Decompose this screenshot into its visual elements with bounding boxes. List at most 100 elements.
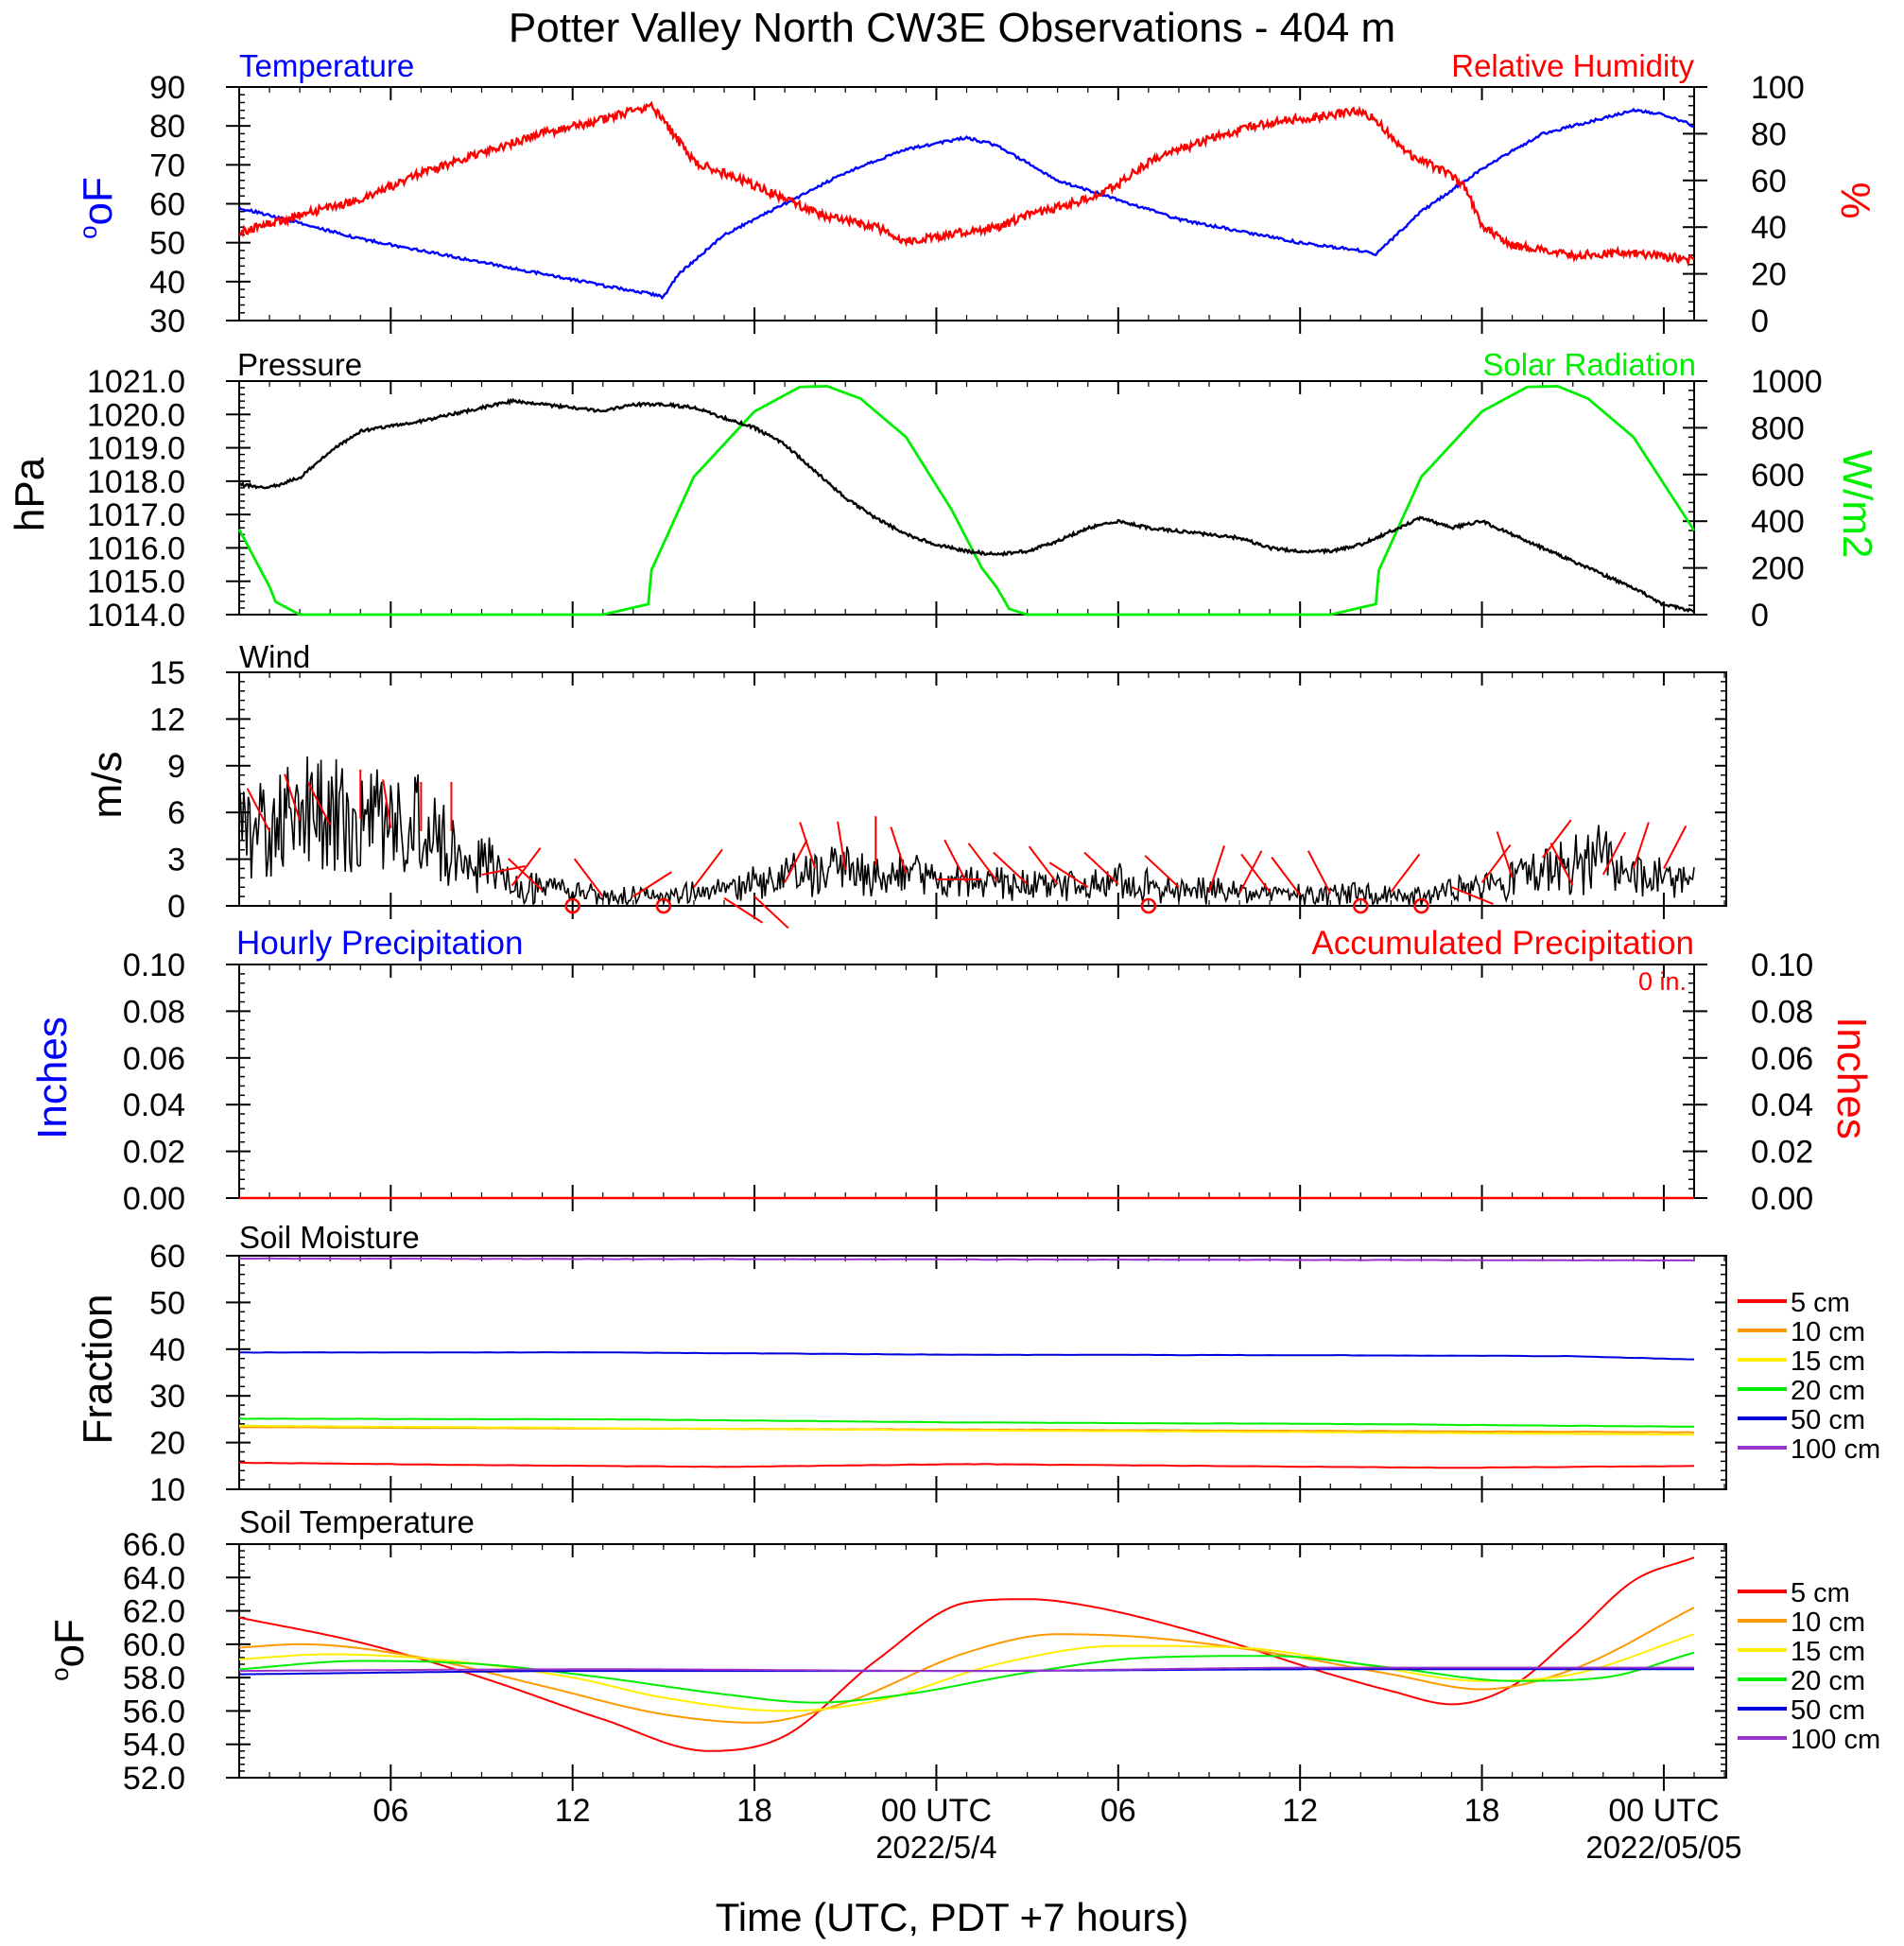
- y-tick-label-right: 1000: [1751, 364, 1823, 400]
- y-tick-label-right: 0.10: [1751, 947, 1813, 983]
- soil-series-line: [238, 1424, 1694, 1436]
- wind-barb: [382, 779, 392, 828]
- wind-barb: [1271, 857, 1301, 896]
- solar-line: [237, 384, 1696, 617]
- wind-barb: [573, 858, 604, 897]
- pressure-solar-plot: 1014.01015.01016.01017.01018.01019.01020…: [87, 364, 1823, 634]
- legend-label: 5 cm: [1791, 1578, 1850, 1608]
- precip-plot: 0.00 0.02 0.04 0.06 0.08 0.10 0.00 0.02 0.04 0.06…: [123, 947, 1813, 1217]
- wind-barb: [943, 839, 968, 883]
- wind-speed-line: [238, 756, 1695, 907]
- y-tick-label-left: 0: [167, 889, 185, 925]
- wind-barb: [1480, 843, 1512, 883]
- x-tick-label: 12: [555, 1793, 591, 1829]
- wind-plot: 0 3 6 9 12 15: [149, 655, 1727, 930]
- wind-barb: [1496, 831, 1514, 878]
- accum-precip-unit: Inches: [1828, 1016, 1875, 1139]
- wind-barb: [284, 773, 302, 821]
- wind-calm-marker: [1413, 897, 1429, 914]
- y-tick-label-left: 6: [167, 795, 185, 831]
- panel-wind: Wind m/s 0 3 6 9 12 15: [84, 639, 1727, 930]
- wind-barb: [1240, 853, 1271, 893]
- y-tick-label-left: 0.02: [123, 1135, 185, 1171]
- y-tick-label-right: 0: [1751, 304, 1769, 339]
- x-tick-label: 12: [1282, 1793, 1318, 1829]
- pressure-title: Pressure: [237, 347, 362, 382]
- y-tick-label-left: 40: [149, 265, 185, 301]
- y-tick-label-left: 0.04: [123, 1087, 185, 1123]
- wind-barb: [1632, 822, 1650, 869]
- wind-barb: [753, 895, 789, 930]
- wind-barb: [1390, 853, 1421, 893]
- y-tick-label-right: 600: [1751, 458, 1805, 494]
- legend-label: 100 cm: [1791, 1434, 1880, 1465]
- y-tick-label-left: 0.00: [123, 1181, 185, 1217]
- y-tick-label-left: 54.0: [123, 1728, 185, 1764]
- panel-pressure-solar: Pressure Solar Radiation hPa W/m2 1014.0…: [7, 347, 1880, 634]
- y-tick-label-left: 90: [149, 70, 185, 106]
- hourly-precip-title: Hourly Precipitation: [236, 925, 523, 962]
- y-tick-label-right: 400: [1751, 504, 1805, 540]
- y-tick-label-right: 0.06: [1751, 1041, 1813, 1077]
- humidity-unit: %: [1832, 182, 1878, 218]
- y-tick-label-left: 60: [149, 1239, 185, 1275]
- wind-calm-marker: [564, 897, 580, 914]
- soil-temp-unit: ooF: [45, 1619, 93, 1681]
- wind-barb: [1144, 855, 1180, 888]
- legend-label: 50 cm: [1791, 1405, 1865, 1435]
- y-tick-label-left: 30: [149, 304, 185, 339]
- wind-barb: [1083, 851, 1119, 885]
- y-tick-label-left: 0.06: [123, 1041, 185, 1077]
- humidity-title: Relative Humidity: [1451, 48, 1694, 83]
- y-tick-label-left: 30: [149, 1379, 185, 1415]
- y-tick-label-left: 52.0: [123, 1761, 185, 1797]
- y-tick-label-right: 20: [1751, 257, 1787, 293]
- pressure-line: [238, 397, 1695, 614]
- y-tick-label-left: 1021.0: [87, 364, 185, 400]
- accum-precip-title: Accumulated Precipitation: [1311, 925, 1694, 962]
- legend-label: 15 cm: [1791, 1637, 1865, 1667]
- wind-barb: [890, 826, 908, 874]
- y-tick-label-right: 800: [1751, 410, 1805, 446]
- y-tick-label-left: 0.08: [123, 994, 185, 1030]
- legend-label: 10 cm: [1791, 1317, 1865, 1347]
- wind-barb: [246, 788, 270, 832]
- y-tick-label-left: 1019.0: [87, 431, 185, 467]
- x-tick-label: 06: [1100, 1793, 1136, 1829]
- solar-unit: W/m2: [1834, 450, 1880, 559]
- legend-label: 20 cm: [1791, 1666, 1865, 1696]
- wind-barb: [508, 858, 544, 892]
- wind-barb: [1307, 850, 1332, 895]
- wind-barb: [306, 781, 332, 825]
- y-tick-label-left: 62.0: [123, 1594, 185, 1630]
- y-tick-label-left: 1020.0: [87, 397, 185, 433]
- wind-title: Wind: [239, 639, 310, 674]
- x-date-label: 2022/5/4: [875, 1830, 996, 1865]
- y-tick-label-left: 1017.0: [87, 497, 185, 533]
- wind-barb: [1028, 845, 1059, 885]
- wind-calm-marker: [1353, 897, 1369, 914]
- y-tick-label-left: 0.10: [123, 947, 185, 983]
- legend-label: 50 cm: [1791, 1695, 1865, 1726]
- y-tick-label-left: 1014.0: [87, 598, 185, 634]
- y-tick-label-left: 12: [149, 702, 185, 738]
- y-tick-label-left: 10: [149, 1472, 185, 1508]
- soil-series-line: [239, 1666, 1694, 1673]
- y-tick-label-left: 58.0: [123, 1660, 185, 1696]
- wind-barb: [784, 839, 808, 883]
- x-tick-label: 06: [372, 1793, 408, 1829]
- wind-barb: [1208, 845, 1225, 893]
- plot-frame: [238, 86, 1695, 321]
- wind-barb: [1048, 861, 1089, 889]
- soil-series-line: [238, 1257, 1695, 1262]
- y-tick-label-left: 3: [167, 843, 185, 878]
- y-tick-label-right: 100: [1751, 70, 1805, 106]
- y-tick-label-left: 20: [149, 1426, 185, 1462]
- y-tick-label-left: 60: [149, 187, 185, 223]
- panel-soil-temperature: Soil Temperature ooF 52.054.056.058.060.…: [45, 1504, 1880, 1797]
- accum-precip-value: 0 in.: [1638, 967, 1687, 996]
